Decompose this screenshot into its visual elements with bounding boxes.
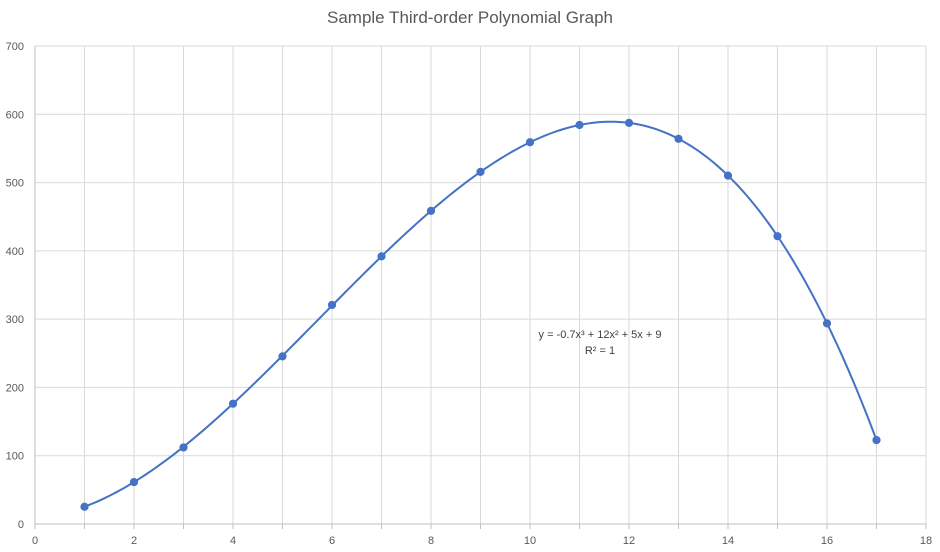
data-point xyxy=(674,134,683,143)
data-point xyxy=(575,120,584,130)
data-point xyxy=(278,352,287,361)
data-points xyxy=(80,118,881,511)
grid-lines xyxy=(35,45,927,524)
data-point xyxy=(80,502,89,511)
data-point xyxy=(377,252,386,261)
x-tick-label: 8 xyxy=(428,535,434,547)
data-point xyxy=(624,118,634,127)
y-tick-label: 500 xyxy=(6,178,24,190)
tick-labels: 0 2 4 6 8 10 12 14 16 18 0 100 200 300 400 500 600 700 xyxy=(6,41,932,547)
data-point xyxy=(327,300,337,310)
x-tick-label: 0 xyxy=(32,535,38,547)
trendline-r-squared: R² = 1 xyxy=(585,345,615,357)
data-point xyxy=(179,443,188,452)
chart-title: Sample Third-order Polynomial Graph xyxy=(327,8,613,27)
y-tick-label: 700 xyxy=(6,41,24,53)
data-point xyxy=(129,477,139,487)
x-tick-label: 10 xyxy=(524,535,536,547)
data-point xyxy=(723,171,733,180)
trendline-equation: y = -0.7x³ + 12x² + 5x + 9 xyxy=(539,329,662,341)
x-tick-label: 16 xyxy=(821,535,833,547)
data-point xyxy=(228,399,238,408)
x-tick-label: 2 xyxy=(131,535,137,547)
x-tick-label: 12 xyxy=(623,535,635,547)
x-tick-label: 18 xyxy=(920,535,932,547)
data-point xyxy=(822,319,832,328)
y-tick-label: 400 xyxy=(6,246,24,258)
data-point xyxy=(773,232,782,241)
y-tick-label: 100 xyxy=(6,451,24,463)
y-tick-label: 600 xyxy=(6,109,24,121)
axes xyxy=(34,46,927,529)
trendline-annotation: y = -0.7x³ + 12x² + 5x + 9 R² = 1 xyxy=(539,329,662,357)
x-tick-label: 14 xyxy=(722,535,734,547)
y-tick-label: 200 xyxy=(6,382,24,394)
y-tick-label: 0 xyxy=(18,519,24,531)
data-point xyxy=(525,138,535,147)
data-point xyxy=(872,435,881,445)
x-tick-label: 4 xyxy=(230,535,236,547)
y-tick-label: 300 xyxy=(6,314,24,326)
data-point xyxy=(476,167,485,176)
x-tick-label: 6 xyxy=(329,535,335,547)
data-point xyxy=(426,206,436,215)
